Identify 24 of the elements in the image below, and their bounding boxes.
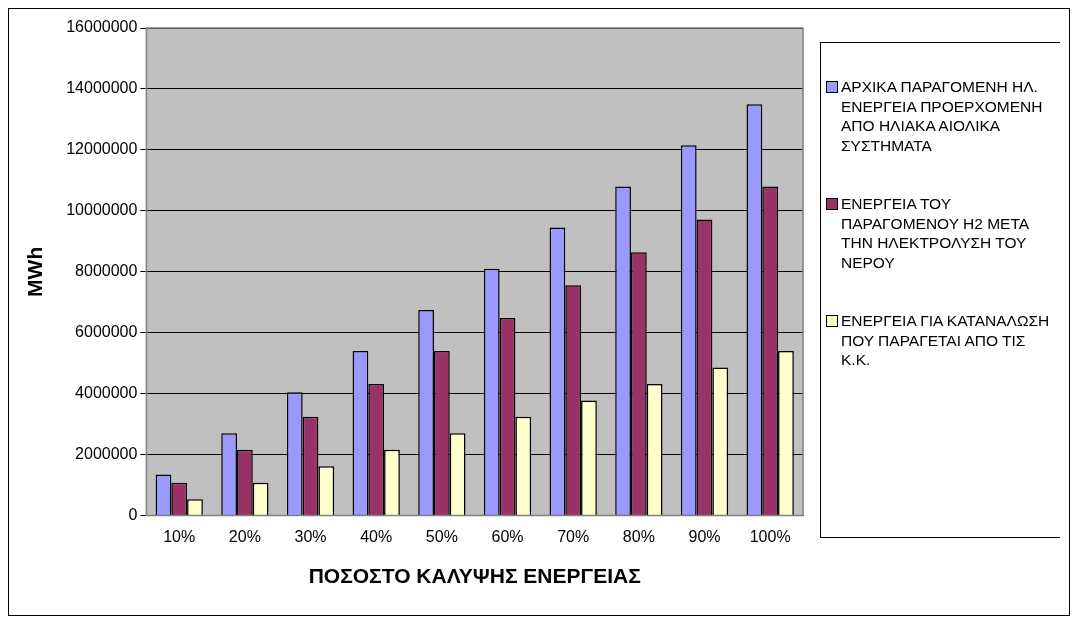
y-tick-label: 14000000	[66, 79, 138, 97]
x-axis-title: ΠΟΣΟΣΤΟ ΚΑΛΥΨΗΣ ΕΝΕΡΓΕΙΑΣ	[308, 564, 641, 588]
x-tick-label: 20%	[228, 527, 261, 545]
y-tick-label: 8000000	[75, 262, 138, 280]
x-tick-label: 100%	[749, 527, 791, 545]
x-tick-label: 50%	[425, 527, 458, 545]
legend-label: ΕΝΕΡΓΕΙΑ ΓΙΑ ΚΑΤΑΝΑΛΩΣΗ ΠΟΥ ΠΑΡΑΓΕΤΑΙ ΑΠΟ ΤΙΣ Κ.Κ.	[841, 311, 1051, 370]
x-tick-label: 80%	[622, 527, 655, 545]
y-tick-label: 10000000	[66, 201, 138, 219]
y-tick-label: 16000000	[66, 18, 138, 36]
y-axis-title: MWh	[23, 246, 47, 297]
legend-label: ΕΝΕΡΓΕΙΑ ΤΟΥ ΠΑΡΑΓΟΜΕΝΟΥ Η2 ΜΕΤΑ ΤΗΝ ΗΛΕΚΤΡΟΛΥΣΗ ΤΟΥ ΝΕΡΟΥ	[841, 194, 1030, 272]
y-tick-label: 2000000	[75, 445, 138, 463]
x-tick-label: 40%	[360, 527, 393, 545]
y-tick-label: 12000000	[66, 140, 138, 158]
x-tick-label: 70%	[557, 527, 590, 545]
x-tick-label: 30%	[294, 527, 327, 545]
x-tick-label: 90%	[688, 527, 721, 545]
y-tick-label: 0	[128, 506, 138, 524]
y-tick-label: 4000000	[75, 384, 138, 402]
y-tick-label: 6000000	[75, 323, 138, 341]
legend-label: ΑΡΧΙΚΑ ΠΑΡΑΓΟΜΕΝΗ ΗΛ. ΕΝΕΡΓΕΙΑ ΠΡΟΕΡΧΟΜΕΝΗ ΑΠΟ ΗΛΙΑΚΑ ΑΙΟΛΙΚΑ ΣΥΣΤΗΜΑΤΑ	[841, 77, 1044, 155]
x-tick-label: 10%	[163, 527, 196, 545]
x-tick-label: 60%	[491, 527, 524, 545]
